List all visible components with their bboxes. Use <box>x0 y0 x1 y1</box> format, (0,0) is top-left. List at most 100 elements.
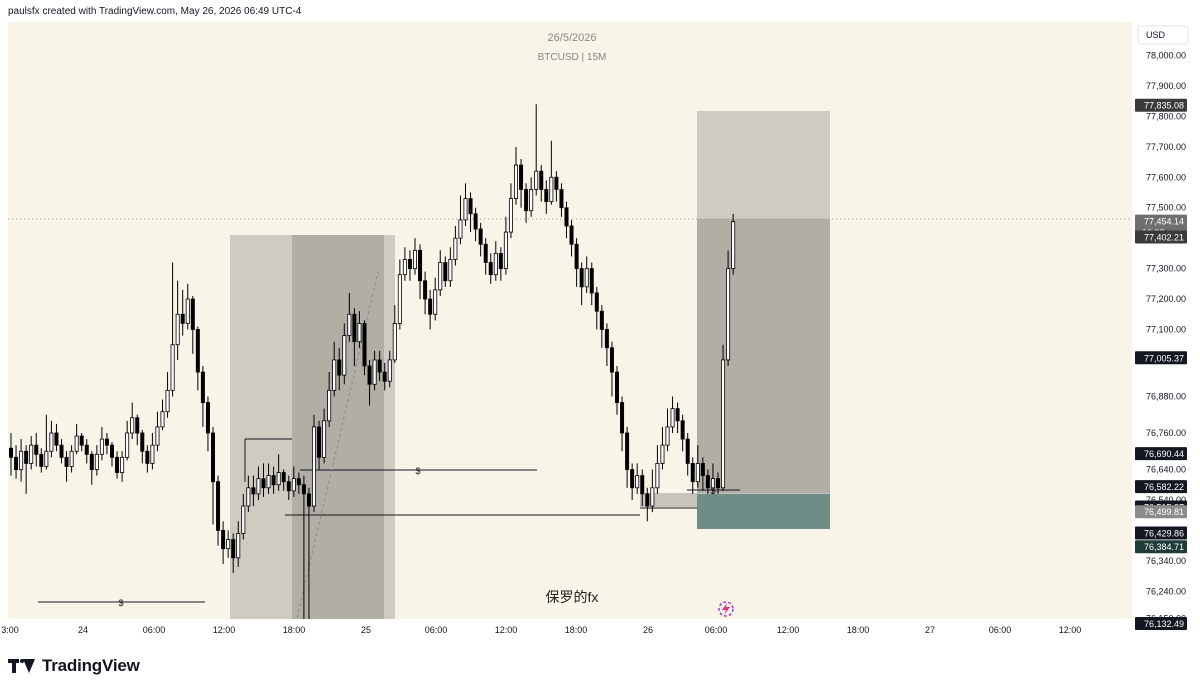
candle-body <box>448 259 453 282</box>
candle <box>271 466 276 494</box>
candle <box>433 277 438 321</box>
candle-body <box>175 313 180 346</box>
candle-body <box>519 164 524 190</box>
candle-body <box>135 417 140 434</box>
candle-body <box>412 249 417 269</box>
price-label-box <box>1135 505 1187 519</box>
price-label-text: 76,384.71 <box>1144 542 1184 552</box>
price-label: 76,582.22 <box>1135 480 1187 494</box>
footer: TradingView <box>0 640 1200 688</box>
candle <box>589 262 594 306</box>
candle <box>347 292 352 342</box>
candle-body <box>24 450 29 464</box>
candle-body <box>468 198 473 215</box>
candle <box>342 323 347 385</box>
candle <box>503 216 508 275</box>
candle <box>387 350 392 388</box>
candle-body <box>120 456 125 473</box>
candle <box>115 451 120 479</box>
candle <box>44 414 49 470</box>
candle-body <box>14 456 19 470</box>
stop-zone <box>697 494 830 529</box>
candle <box>685 432 690 476</box>
candle-body <box>625 432 630 470</box>
candle <box>721 344 726 491</box>
candle <box>266 463 271 494</box>
price-label: 77,835.08 <box>1135 98 1187 112</box>
candle-body <box>493 252 498 276</box>
candle <box>412 238 417 275</box>
candle <box>49 420 54 458</box>
candle <box>89 451 94 485</box>
time-tick-label: 06:00 <box>989 625 1012 635</box>
candle <box>680 414 685 452</box>
candle-body <box>200 371 205 403</box>
price-tick-label: 76,640.00 <box>1146 465 1186 475</box>
candle-body <box>54 432 59 446</box>
lightning-replay-icon[interactable] <box>718 601 734 617</box>
price-tick-label: 77,600.00 <box>1146 172 1186 182</box>
candle-body <box>508 198 513 233</box>
candle-body <box>549 176 554 203</box>
price-tick-label: 77,300.00 <box>1146 264 1186 274</box>
watermark: 保罗的fx <box>546 589 599 605</box>
candle <box>478 222 483 257</box>
candle-body <box>589 268 594 294</box>
price-chart[interactable]: $$$ 78,000.0077,900.0077,800.0077,700.00… <box>0 22 1200 640</box>
currency-selector-button[interactable] <box>1137 25 1189 45</box>
price-label: 77,402.21 <box>1135 230 1187 244</box>
candle <box>428 289 433 330</box>
candle-body <box>463 198 468 221</box>
candle-body <box>256 478 261 495</box>
candle-body <box>226 539 231 550</box>
candle-body <box>261 478 266 489</box>
candle-body <box>524 189 529 212</box>
candle <box>140 429 145 464</box>
brand-name: TradingView <box>42 656 140 675</box>
price-label-text: 77,402.21 <box>1144 232 1184 242</box>
candle <box>645 487 650 522</box>
time-tick-label: 18:00 <box>565 625 588 635</box>
candle-body <box>594 292 599 312</box>
candle-body <box>726 268 731 361</box>
candle-body <box>49 432 54 452</box>
candle-body <box>685 438 690 464</box>
candle-body <box>221 530 226 550</box>
header-bar: paulsfx created with TradingView.com, Ma… <box>0 0 1200 22</box>
candle <box>554 171 559 202</box>
price-label-box <box>1135 98 1187 112</box>
candle <box>29 436 34 470</box>
candle-body <box>407 259 412 269</box>
price-label-text: 77,835.08 <box>1144 101 1184 111</box>
candle <box>125 420 130 461</box>
candle <box>276 454 281 491</box>
candle <box>594 286 599 330</box>
candle-body <box>387 359 392 382</box>
tradingview-logo[interactable]: TradingView <box>8 656 140 676</box>
price-label-text: 76,132.49 <box>1144 619 1184 629</box>
candle <box>458 195 463 245</box>
time-axis[interactable]: 3:00 24 06:00 12:00 18:00 25 06:00 12:00 18:00 26… <box>0 619 1132 640</box>
candle-body <box>8 447 13 458</box>
candle-body <box>317 426 322 458</box>
candle <box>584 256 589 293</box>
candle <box>311 414 316 513</box>
chart-area[interactable]: $$$ 78,000.0077,900.0077,800.0077,700.00… <box>0 22 1200 640</box>
candle <box>539 165 544 202</box>
candle-body <box>635 475 640 489</box>
candle <box>599 305 604 348</box>
candle-body <box>115 456 120 473</box>
candle <box>231 533 236 574</box>
candle <box>493 241 498 281</box>
time-tick-label: 26 <box>643 625 653 635</box>
price-tick-label: 76,540.00 <box>1146 495 1186 505</box>
candle <box>438 250 443 296</box>
candle-body <box>544 189 549 203</box>
candle-body <box>498 252 503 269</box>
candle <box>620 396 625 452</box>
candle <box>352 308 357 367</box>
time-tick-label: 12:00 <box>213 625 236 635</box>
price-label-box <box>1135 230 1187 244</box>
time-tick-label: 3:00 <box>1 625 19 635</box>
candle-body <box>615 371 620 403</box>
